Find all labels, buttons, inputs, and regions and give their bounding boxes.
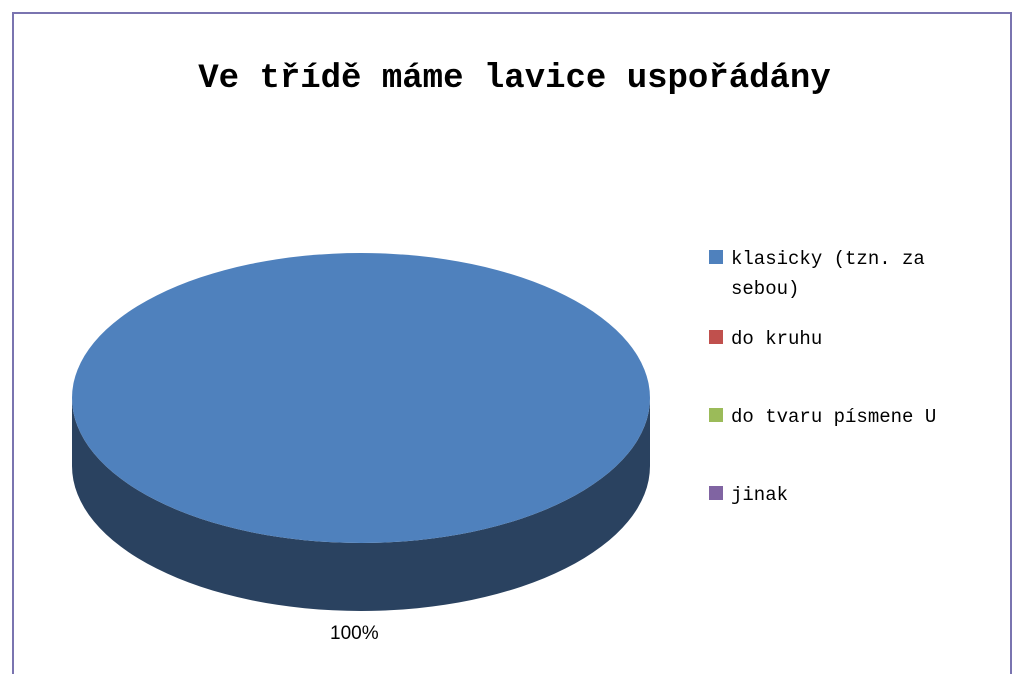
legend-label: jinak bbox=[731, 484, 789, 506]
pie-slice-1 bbox=[72, 253, 650, 543]
legend-label: klasicky (tzn. za sebou) bbox=[731, 248, 925, 300]
legend-label: do kruhu bbox=[731, 328, 823, 350]
chart-title: Ve třídě máme lavice uspořádány bbox=[198, 60, 831, 98]
legend-swatch bbox=[709, 250, 723, 264]
legend-swatch bbox=[709, 330, 723, 344]
legend-swatch bbox=[709, 408, 723, 422]
data-label-1: 100% bbox=[330, 623, 379, 644]
legend-label: do tvaru písmene U bbox=[731, 406, 937, 428]
legend-swatch bbox=[709, 486, 723, 500]
pie-side bbox=[72, 398, 650, 611]
